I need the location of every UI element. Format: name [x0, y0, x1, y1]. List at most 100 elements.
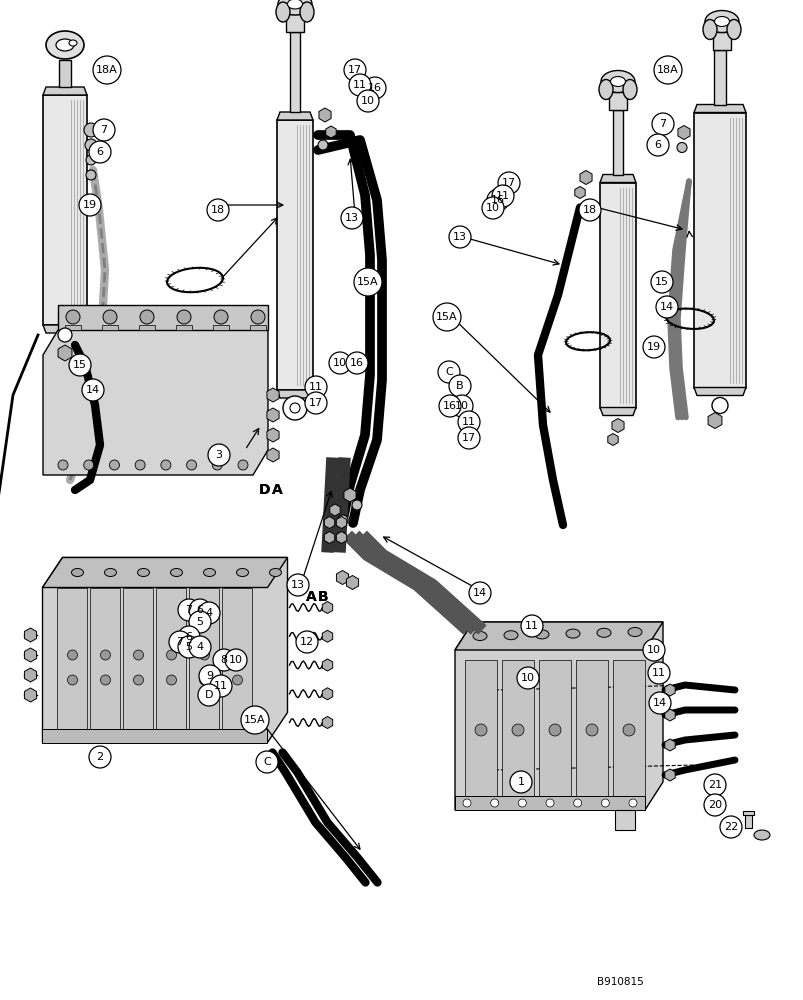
- Circle shape: [213, 649, 234, 671]
- Polygon shape: [267, 448, 279, 462]
- Text: 10: 10: [454, 401, 468, 411]
- Circle shape: [290, 403, 300, 413]
- Ellipse shape: [472, 632, 487, 640]
- Polygon shape: [664, 739, 675, 751]
- Circle shape: [232, 675, 243, 685]
- Ellipse shape: [137, 568, 149, 576]
- Text: 2: 2: [96, 752, 104, 762]
- Text: 9: 9: [206, 671, 214, 681]
- Polygon shape: [286, 14, 304, 32]
- Polygon shape: [464, 660, 496, 796]
- Text: 6: 6: [196, 605, 203, 615]
- Text: 5: 5: [185, 642, 192, 652]
- Circle shape: [318, 140, 328, 150]
- Circle shape: [69, 354, 91, 376]
- Ellipse shape: [704, 10, 738, 33]
- Polygon shape: [322, 630, 332, 642]
- Text: 18: 18: [210, 205, 225, 215]
- Polygon shape: [599, 408, 635, 416]
- Ellipse shape: [534, 630, 548, 639]
- Circle shape: [520, 615, 542, 637]
- Text: 18A: 18A: [656, 65, 678, 75]
- Ellipse shape: [300, 2, 314, 22]
- Circle shape: [468, 582, 491, 604]
- Circle shape: [357, 90, 378, 112]
- Circle shape: [651, 113, 673, 135]
- Ellipse shape: [170, 568, 182, 576]
- Circle shape: [89, 746, 111, 768]
- Circle shape: [89, 141, 111, 163]
- Circle shape: [337, 515, 348, 525]
- Text: 10: 10: [332, 358, 347, 368]
- Polygon shape: [322, 659, 332, 671]
- Text: 4: 4: [196, 642, 203, 652]
- Polygon shape: [611, 418, 623, 432]
- Circle shape: [194, 732, 202, 740]
- Polygon shape: [336, 532, 346, 544]
- Text: 11: 11: [524, 621, 538, 631]
- Polygon shape: [58, 587, 88, 742]
- Polygon shape: [344, 488, 356, 502]
- Text: 15A: 15A: [244, 715, 266, 725]
- Polygon shape: [336, 570, 349, 584]
- Polygon shape: [693, 387, 745, 395]
- Circle shape: [648, 692, 671, 714]
- Circle shape: [491, 185, 513, 207]
- Circle shape: [232, 650, 243, 660]
- Polygon shape: [319, 108, 331, 122]
- Circle shape: [344, 59, 365, 81]
- Circle shape: [166, 675, 177, 685]
- Circle shape: [189, 636, 210, 658]
- Circle shape: [438, 361, 459, 383]
- Text: C: C: [445, 367, 452, 377]
- Circle shape: [304, 376, 327, 398]
- Ellipse shape: [275, 2, 290, 22]
- Polygon shape: [267, 428, 279, 442]
- Text: 7: 7: [658, 119, 666, 129]
- Text: A: A: [271, 483, 282, 497]
- Polygon shape: [124, 587, 153, 742]
- Circle shape: [210, 675, 232, 697]
- Circle shape: [107, 732, 115, 740]
- Ellipse shape: [565, 629, 579, 638]
- Text: 10: 10: [646, 645, 660, 655]
- Polygon shape: [157, 587, 186, 742]
- Ellipse shape: [597, 628, 610, 637]
- Circle shape: [166, 650, 177, 660]
- Circle shape: [93, 56, 120, 84]
- Circle shape: [198, 684, 220, 706]
- Polygon shape: [693, 105, 745, 113]
- Ellipse shape: [627, 628, 642, 636]
- Text: B: B: [317, 590, 328, 604]
- Circle shape: [189, 599, 210, 621]
- Text: 14: 14: [472, 588, 487, 598]
- Circle shape: [225, 649, 247, 671]
- Text: 13: 13: [291, 580, 304, 590]
- Ellipse shape: [46, 31, 84, 59]
- Polygon shape: [599, 183, 635, 408]
- Text: 15: 15: [654, 277, 668, 287]
- Polygon shape: [336, 516, 346, 528]
- Ellipse shape: [236, 568, 248, 576]
- Text: 18A: 18A: [96, 65, 118, 75]
- Circle shape: [475, 724, 487, 736]
- Circle shape: [169, 631, 191, 653]
- Polygon shape: [102, 325, 118, 330]
- Circle shape: [212, 460, 222, 470]
- Circle shape: [703, 774, 725, 796]
- Circle shape: [67, 650, 77, 660]
- Polygon shape: [322, 716, 332, 728]
- Circle shape: [622, 724, 634, 736]
- Text: 15A: 15A: [357, 277, 378, 287]
- Text: 21: 21: [707, 780, 721, 790]
- Circle shape: [353, 268, 381, 296]
- Text: 11: 11: [308, 382, 323, 392]
- Circle shape: [82, 379, 104, 401]
- Polygon shape: [43, 325, 87, 333]
- Polygon shape: [664, 684, 675, 696]
- Text: 17: 17: [501, 178, 516, 188]
- Polygon shape: [58, 345, 71, 361]
- Polygon shape: [43, 330, 267, 475]
- Polygon shape: [575, 660, 607, 796]
- Text: 8: 8: [220, 655, 227, 665]
